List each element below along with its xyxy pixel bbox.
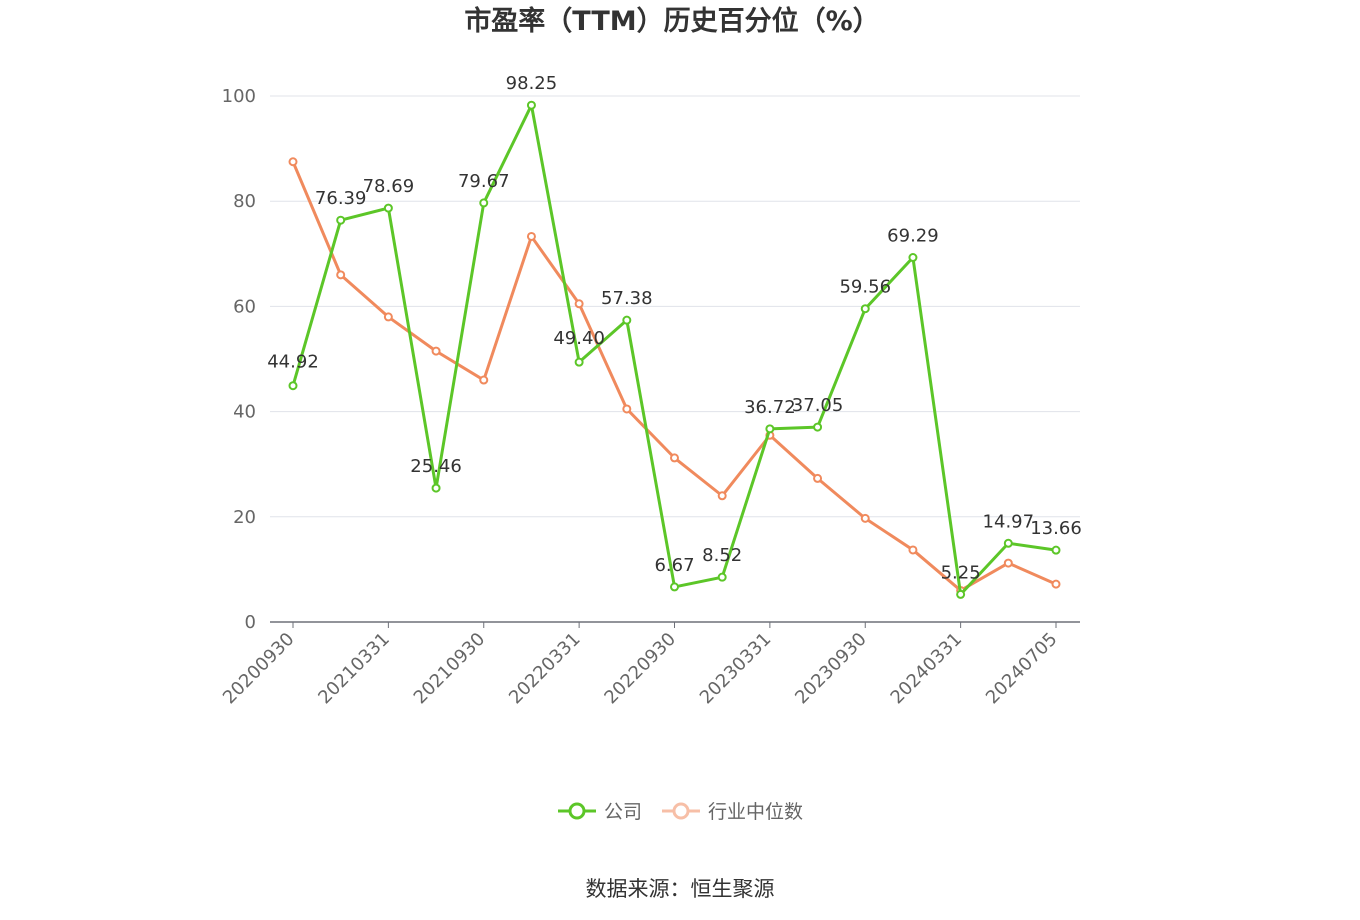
x-tick-label: 20230331 xyxy=(696,629,776,709)
industry-point xyxy=(526,231,536,241)
data-label: 76.39 xyxy=(315,188,367,209)
y-tick-label: 20 xyxy=(233,507,256,528)
company-point xyxy=(431,483,441,493)
data-label: 59.56 xyxy=(839,277,891,298)
x-tick-label: 20200930 xyxy=(219,629,299,709)
industry-point xyxy=(908,545,918,555)
data-label: 44.92 xyxy=(267,352,319,373)
industry-point xyxy=(336,270,346,280)
company-point xyxy=(574,357,584,367)
company-point xyxy=(813,422,823,432)
x-tick-label: 20240705 xyxy=(982,629,1062,709)
source-note: 数据来源：恒生聚源 xyxy=(586,877,775,901)
data-label: 8.52 xyxy=(702,545,742,566)
company-point xyxy=(288,381,298,391)
company-point xyxy=(670,582,679,592)
company-point xyxy=(383,203,393,213)
industry-point xyxy=(383,312,393,322)
data-label: 79.67 xyxy=(458,171,510,192)
company-point xyxy=(908,253,918,263)
data-label: 57.38 xyxy=(601,288,653,309)
data-label: 36.72 xyxy=(744,397,796,418)
y-tick-label: 80 xyxy=(233,191,256,212)
data-label: 37.05 xyxy=(792,395,844,416)
industry-point xyxy=(1003,558,1013,568)
industry-point xyxy=(479,375,489,385)
legend-company-label: 公司 xyxy=(604,801,642,823)
industry-point xyxy=(574,299,584,309)
data-label: 25.46 xyxy=(410,456,462,477)
company-point xyxy=(1051,545,1061,555)
industry-point xyxy=(1051,579,1061,589)
company-point xyxy=(526,100,536,110)
x-tick-label: 20220331 xyxy=(505,629,585,709)
industry-point xyxy=(717,491,727,501)
y-tick-label: 60 xyxy=(233,296,256,317)
y-tick-label: 100 xyxy=(222,86,256,107)
industry-point xyxy=(431,346,441,356)
legend-industry-label: 行业中位数 xyxy=(708,801,803,823)
company-point xyxy=(765,424,775,434)
legend-company-icon xyxy=(568,802,586,820)
data-label: 98.25 xyxy=(506,73,558,94)
company-point xyxy=(860,304,870,314)
legend-industry-icon xyxy=(672,802,690,820)
legend: 公司 行业中位数 xyxy=(558,801,803,823)
industry-point xyxy=(813,473,823,483)
industry-point xyxy=(622,404,632,414)
industry-point xyxy=(288,157,298,167)
company-point xyxy=(479,198,489,208)
data-label: 14.97 xyxy=(983,511,1035,532)
x-tick-label: 20230930 xyxy=(791,629,871,709)
company-point xyxy=(956,589,966,599)
industry-median-line xyxy=(291,161,1057,592)
company-point xyxy=(1003,538,1013,548)
data-label: 6.67 xyxy=(654,555,694,576)
company-point xyxy=(717,572,727,582)
chart-title: 市盈率（TTM）历史百分位（%） xyxy=(464,5,879,37)
data-label: 5.25 xyxy=(941,562,981,583)
x-tick-label: 20220930 xyxy=(600,629,680,709)
data-label: 78.69 xyxy=(363,176,415,197)
data-label: 49.40 xyxy=(553,328,605,349)
company-point xyxy=(622,315,632,325)
x-tick-label: 20240331 xyxy=(887,629,967,709)
industry-point xyxy=(670,453,679,463)
series xyxy=(288,100,1061,599)
x-tick-label: 20210331 xyxy=(314,629,394,709)
y-tick-label: 0 xyxy=(245,612,256,633)
company-point xyxy=(336,215,346,225)
industry-point xyxy=(860,513,870,523)
data-label: 13.66 xyxy=(1030,518,1082,539)
data-label: 69.29 xyxy=(887,226,939,247)
x-tick-label: 20210930 xyxy=(410,629,490,709)
y-tick-label: 40 xyxy=(233,402,256,423)
